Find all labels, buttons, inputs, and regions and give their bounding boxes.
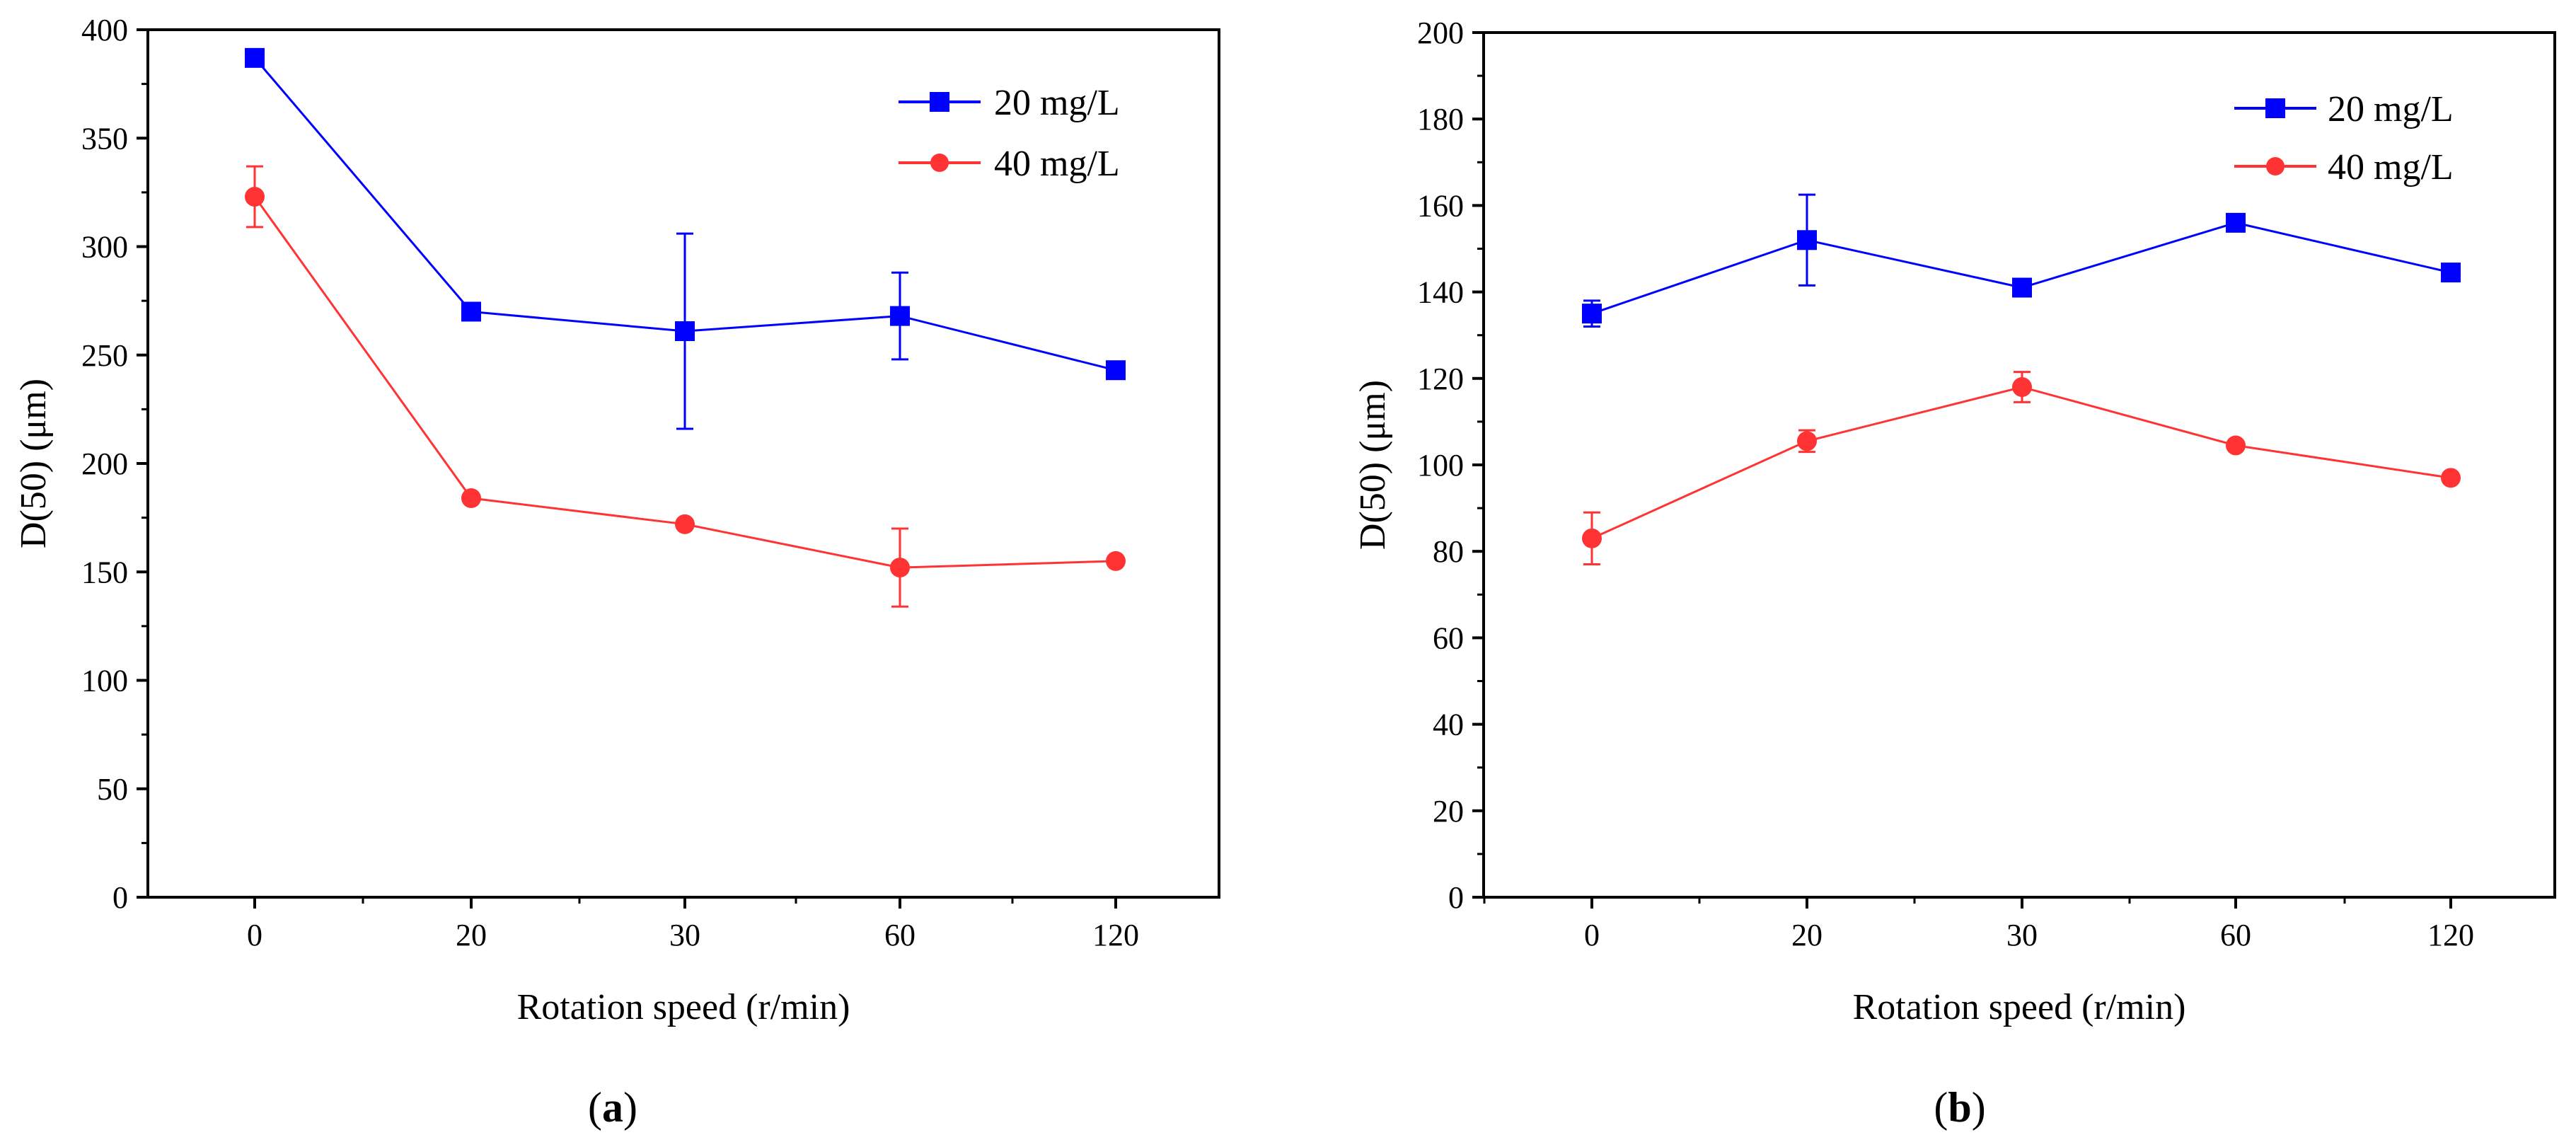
data-point-circle: [2226, 435, 2246, 456]
x-tick-label: 0: [1584, 918, 1600, 952]
y-tick-label: 50: [97, 772, 128, 807]
y-tick-label: 100: [1417, 448, 1464, 483]
panel-label: (a): [588, 1084, 637, 1131]
y-axis-title: D(50) (μm): [13, 379, 54, 548]
legend-marker-circle: [930, 154, 949, 172]
x-tick-label: 60: [2220, 918, 2251, 952]
data-point-circle: [675, 514, 695, 534]
series-20-mg-L: 20 mg/L: [245, 47, 1126, 430]
data-point-circle: [2441, 468, 2461, 488]
legend-marker-circle: [2266, 157, 2285, 175]
y-tick-label: 250: [81, 338, 128, 373]
data-point-circle: [461, 488, 481, 509]
legend-marker-square: [2265, 98, 2285, 118]
y-tick-label: 300: [81, 230, 128, 265]
x-tick-label: 120: [1092, 918, 1139, 952]
series-line: [1591, 221, 2451, 315]
series-40-mg-L: 40 mg/L: [1582, 147, 2461, 566]
x-axis-title: Rotation speed (r/min): [1853, 987, 2186, 1027]
y-tick-label: 200: [1417, 16, 1464, 50]
series-20-mg-L: 20 mg/L: [1582, 89, 2461, 328]
data-point-circle: [2012, 377, 2032, 398]
data-point-square: [675, 321, 695, 342]
y-tick-label: 0: [1448, 880, 1464, 915]
x-tick-label: 60: [884, 918, 916, 952]
data-point-square: [1106, 360, 1126, 381]
y-tick-label: 60: [1433, 621, 1464, 655]
data-point-circle: [1797, 431, 1817, 451]
y-axis-title: D(50) (μm): [1353, 380, 1393, 550]
chart-panel-b: 0 20 40 60 80 100 120 140 160 180 200 0 20 30 60 120 Rot…: [1353, 16, 2556, 1131]
y-tick-label: 140: [1417, 275, 1464, 310]
x-tick-label: 0: [247, 918, 262, 952]
legend-label: 40 mg/L: [2328, 147, 2454, 188]
data-point-square: [1797, 230, 1817, 250]
y-tick-label: 80: [1433, 534, 1464, 569]
y-tick-label: 100: [81, 664, 128, 698]
data-point-circle: [890, 558, 910, 578]
x-tick-label: 20: [1791, 918, 1823, 952]
data-point-square: [245, 47, 265, 68]
data-point-circle: [245, 187, 265, 207]
data-point-square: [2226, 212, 2246, 233]
x-tick-label: 20: [456, 918, 487, 952]
y-tick-label: 200: [81, 446, 128, 481]
data-point-circle: [1582, 528, 1602, 548]
legend-label: 40 mg/L: [994, 144, 1120, 184]
y-tick-label: 180: [1417, 102, 1464, 137]
panel-letter: b: [1948, 1084, 1971, 1131]
x-tick-label: 30: [2006, 918, 2038, 952]
data-point-square: [461, 301, 481, 322]
y-tick-label: 120: [1417, 362, 1464, 396]
y-tick-label: 0: [112, 880, 128, 915]
chart-panel-a: 0 50 100 150 200 250 300 350 400 0 20 30 60 120 Rotati…: [13, 13, 1220, 1131]
x-tick-label: 30: [669, 918, 700, 952]
series-40-mg-L: 40 mg/L: [245, 144, 1126, 608]
data-point-circle: [1106, 551, 1126, 571]
legend-label: 20 mg/L: [994, 83, 1120, 123]
panel-letter: a: [602, 1084, 623, 1131]
data-point-square: [2441, 263, 2461, 283]
series-line: [1591, 386, 2451, 540]
x-axis-title: Rotation speed (r/min): [517, 987, 850, 1027]
data-point-square: [2012, 277, 2032, 298]
panel-label: (b): [1934, 1084, 1985, 1131]
y-tick-label: 160: [1417, 188, 1464, 223]
data-point-square: [1582, 304, 1602, 324]
y-tick-label: 400: [81, 13, 128, 47]
y-tick-label: 40: [1433, 708, 1464, 742]
y-tick-label: 20: [1433, 794, 1464, 829]
data-point-square: [890, 306, 910, 326]
x-tick-label: 120: [2427, 918, 2474, 952]
y-tick-label: 150: [81, 555, 128, 589]
legend-marker-square: [930, 92, 949, 112]
legend-label: 20 mg/L: [2328, 89, 2454, 129]
y-tick-label: 350: [81, 121, 128, 156]
